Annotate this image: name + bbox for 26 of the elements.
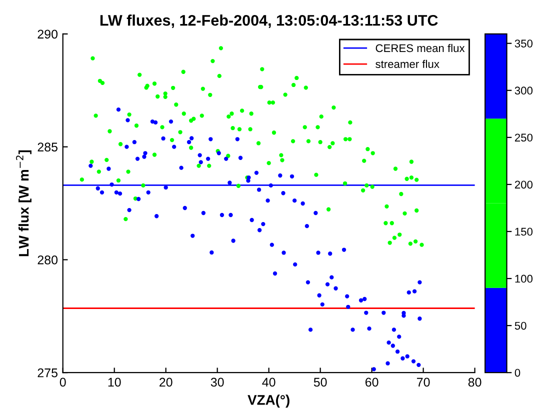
legend-label: streamer flux	[376, 60, 440, 68]
y-tick-label: 280	[38, 256, 58, 264]
color-bar-label: 350	[514, 40, 533, 48]
legend-label: CERES mean flux	[376, 44, 465, 52]
x-tick-label: 70	[416, 378, 430, 387]
x-tick-label: 60	[365, 378, 378, 387]
x-tick-label: 0	[60, 378, 66, 387]
color-bar-label: 300	[514, 86, 533, 95]
y-tick-label: 290	[38, 30, 58, 39]
x-axis-title: VZA(°)	[248, 394, 290, 408]
color-bar-label: 100	[515, 274, 533, 283]
y-tick-label: 275	[38, 368, 58, 378]
color-bar-label: 200	[514, 180, 533, 189]
color-bar-label: 250	[514, 134, 533, 142]
color-bar-label: 0	[514, 368, 520, 377]
x-tick-label: 20	[160, 378, 172, 387]
x-tick-label: 40	[262, 378, 276, 387]
y-tick-label: 285	[38, 142, 58, 152]
x-tick-label: 10	[108, 378, 121, 387]
color-bar-label: 150	[515, 228, 533, 236]
x-tick-label: 80	[468, 378, 482, 387]
chart-title: LW fluxes, 12-Feb-2004, 13:05:04-13:11:53 UTC	[100, 14, 438, 28]
color-bar-label: 50	[514, 322, 526, 330]
y-axis-title: LW flux [W m$^{−2}$]	[16, 150, 32, 256]
x-tick-label: 30	[210, 378, 224, 387]
x-tick-label: 50	[314, 378, 327, 387]
